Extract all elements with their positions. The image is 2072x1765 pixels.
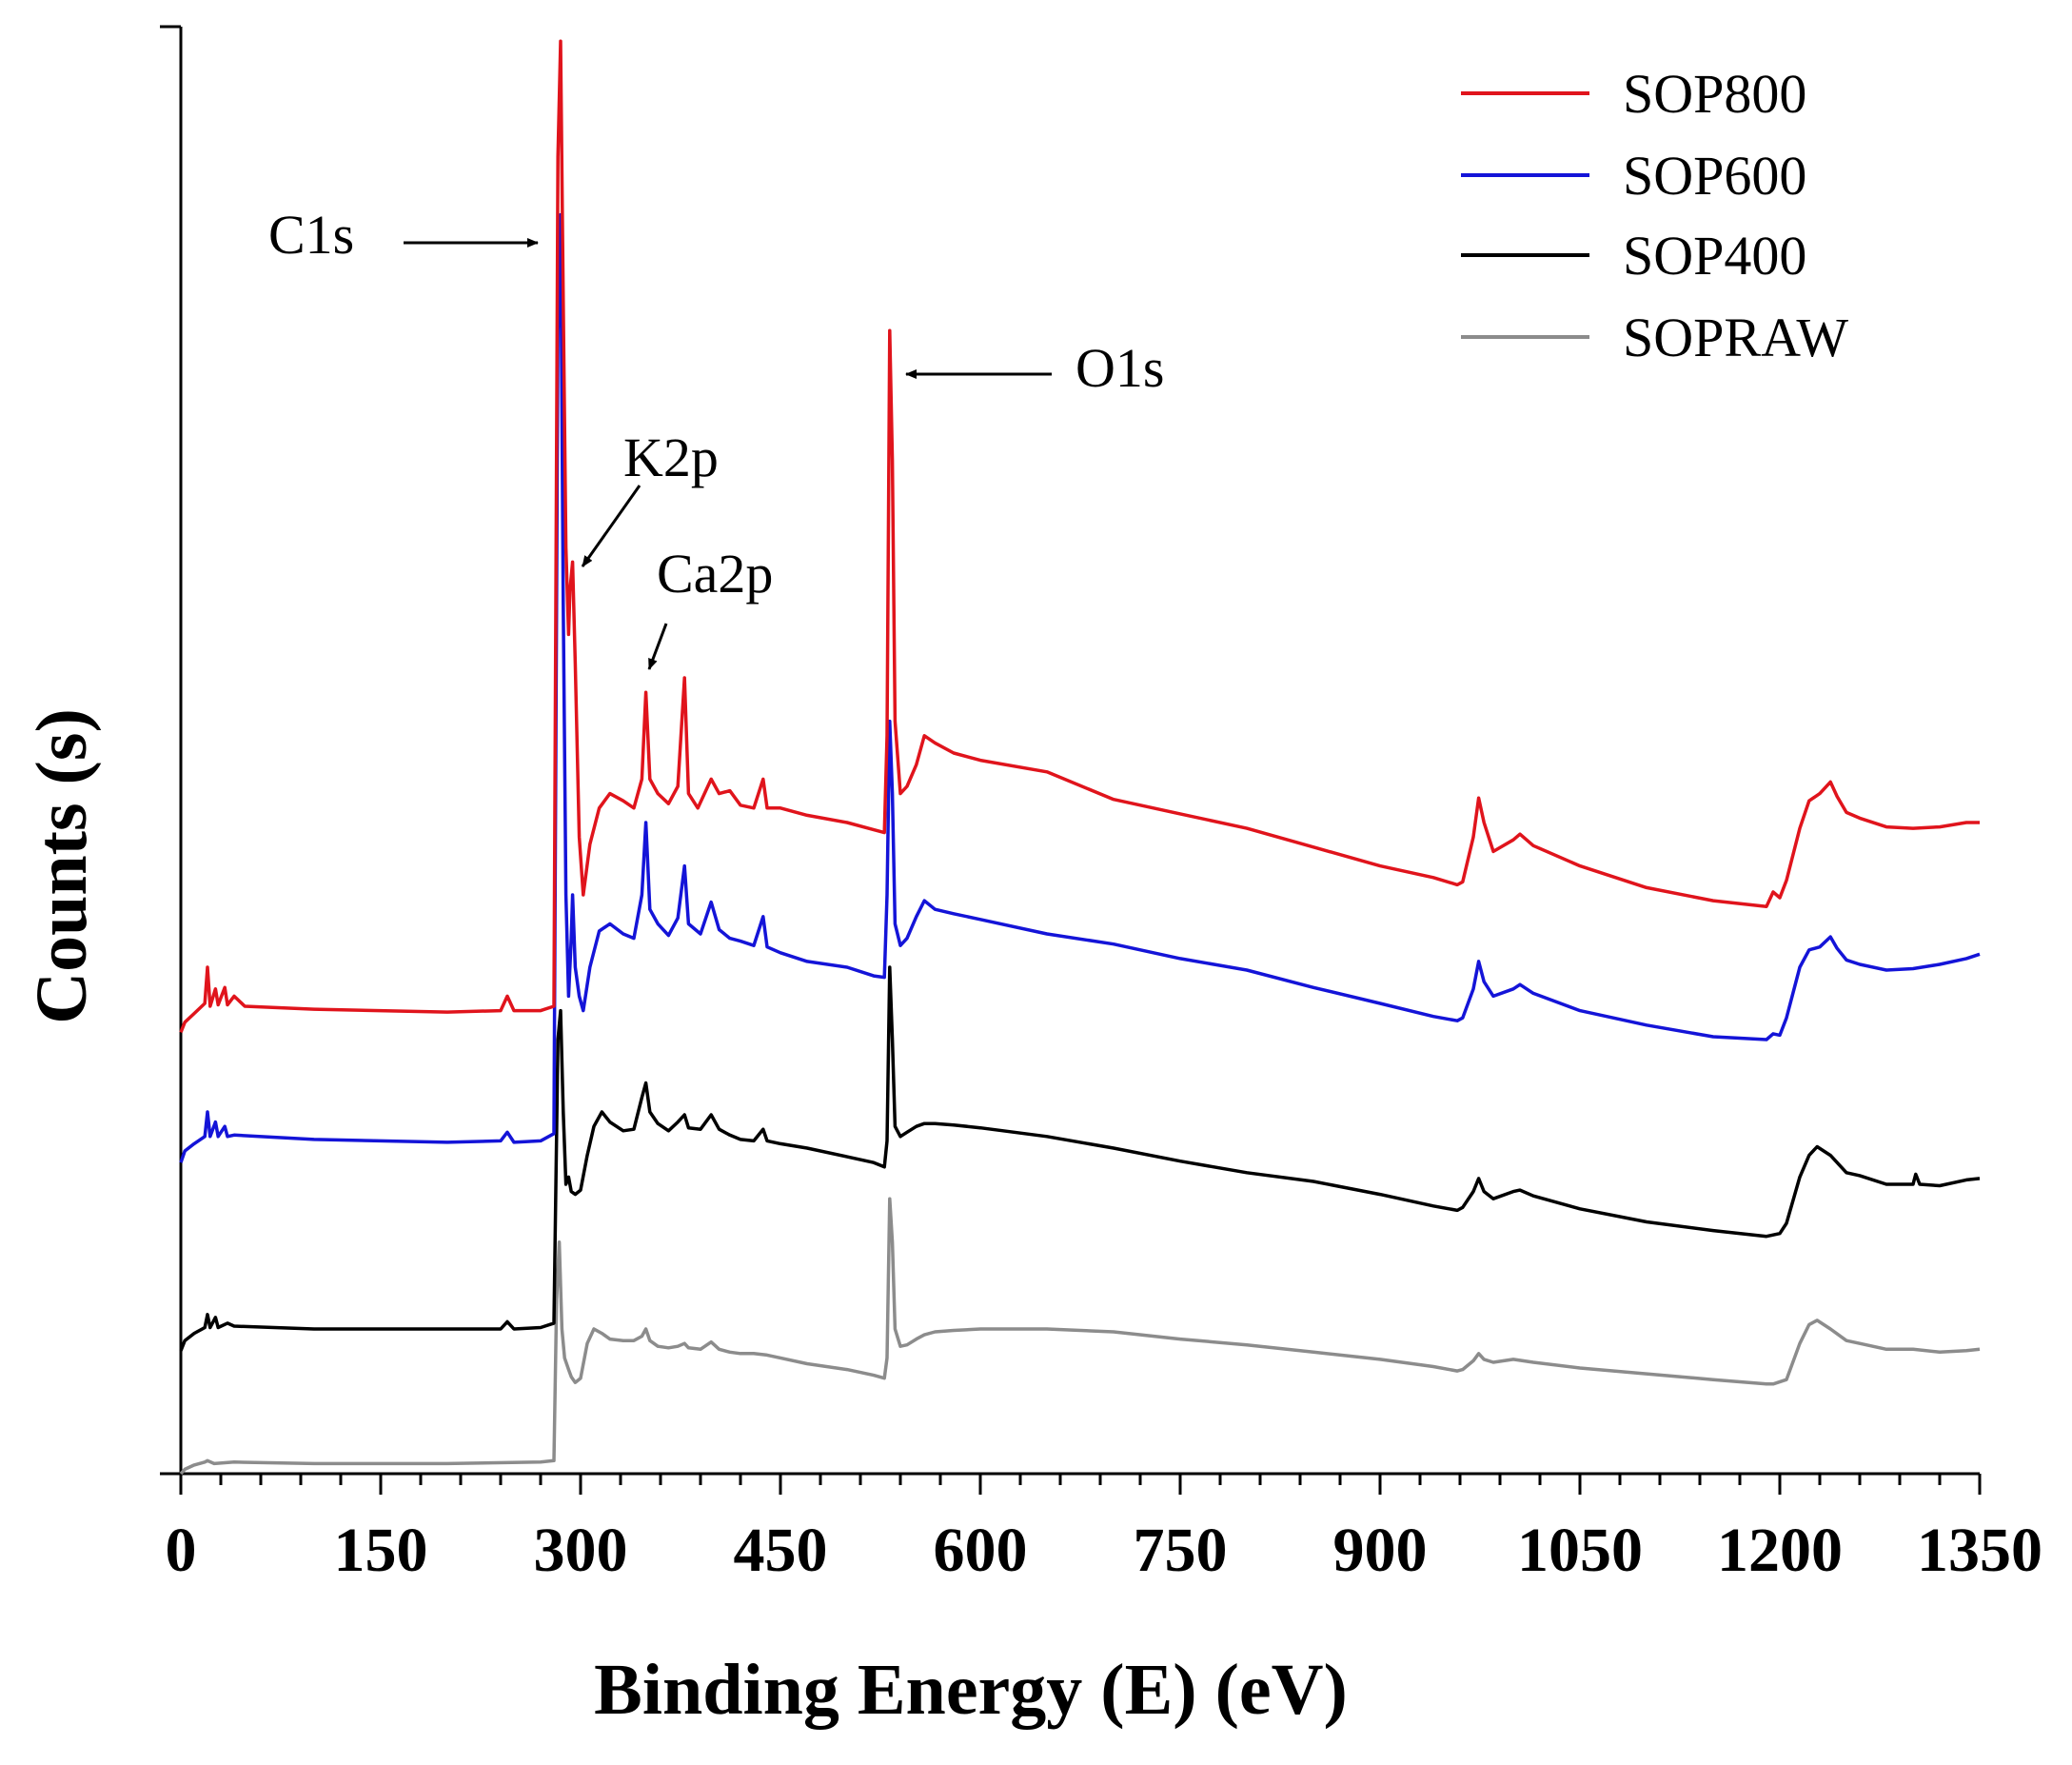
x-tick-label: 1050 (1517, 1516, 1643, 1585)
series-line-sop600 (179, 212, 1981, 1163)
peak-annotations: C1s K2p Ca2p O1s (268, 204, 1164, 670)
x-tick-label: 1200 (1717, 1516, 1843, 1585)
y-axis-title: Counts (s) (22, 708, 102, 1024)
x-tick-label: 450 (734, 1516, 828, 1585)
annotation-ca2p: Ca2p (657, 543, 773, 605)
x-tick-label: 900 (1333, 1516, 1428, 1585)
series-line-sop800 (179, 39, 1980, 1034)
series-line-sopraw (179, 1197, 1981, 1476)
legend-label-sop400: SOP400 (1623, 225, 1806, 287)
annotation-k2p: K2p (623, 426, 719, 488)
annotation-ca2p-arrow (647, 623, 668, 670)
x-tick-label: 0 (166, 1516, 197, 1585)
x-tick-label: 600 (934, 1516, 1028, 1585)
x-tick-label: 750 (1134, 1516, 1228, 1585)
annotation-c1s: C1s (268, 204, 354, 266)
legend-label-sopraw: SOPRAW (1623, 307, 1848, 368)
x-tick-label: 1350 (1917, 1516, 2042, 1585)
annotation-o1s: O1s (1075, 337, 1164, 399)
series-line-sop400 (179, 965, 1981, 1352)
annotation-k2p-arrow (581, 485, 641, 567)
legend: SOP800 SOP600 SOP400 SOPRAW (1461, 63, 1848, 368)
series-layer (179, 39, 1981, 1476)
x-axis-title: Binding Energy (E) (eV) (594, 1650, 1348, 1730)
x-tick-label: 150 (334, 1516, 428, 1585)
legend-label-sop800: SOP800 (1623, 63, 1806, 125)
x-tick-labels: 0 150 300 450 600 750 900 1050 1200 1350 (166, 1516, 2043, 1585)
x-tick-label: 300 (534, 1516, 628, 1585)
axes (160, 25, 1982, 1495)
legend-label-sop600: SOP600 (1623, 145, 1806, 207)
